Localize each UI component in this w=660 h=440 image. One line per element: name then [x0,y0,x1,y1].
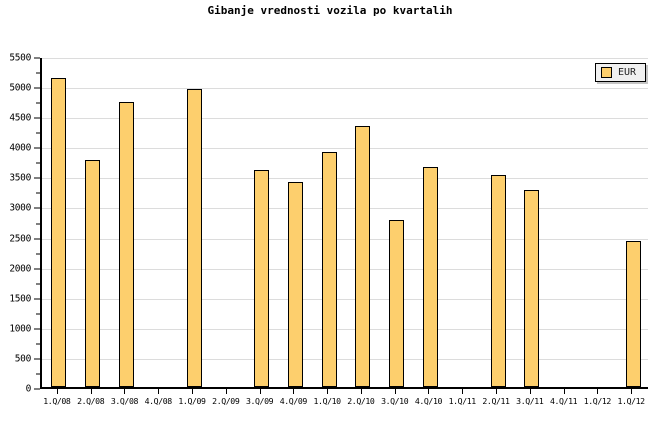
y-axis-minor-tick [36,132,40,134]
y-axis-label: 4000 [9,142,31,154]
gridline [42,58,648,59]
bar[interactable] [321,151,337,387]
y-axis-tick [34,207,40,209]
x-axis-label: 3.Q/11 [516,396,544,406]
bar[interactable] [490,175,506,387]
x-axis-label: 4.Q/08 [144,396,173,406]
x-axis-tick [124,389,126,394]
y-axis-label: 3000 [9,202,31,214]
y-axis-tick [34,117,40,119]
y-axis-minor-tick [36,72,40,74]
y-axis-label: 500 [14,353,32,365]
legend-swatch-eur [600,67,612,78]
x-axis-tick [225,389,227,394]
x-axis-label: 2.Q/10 [347,396,375,406]
y-axis-label: 2000 [9,263,31,275]
y-axis-tick [34,268,40,270]
x-axis-tick [56,389,58,394]
y-axis: 0 500 1000 1500 2000 2500 3000 3500 4000 4500 5000… [0,53,40,395]
y-axis-tick [34,388,40,390]
bar[interactable] [118,102,134,387]
y-axis-minor-tick [36,283,40,285]
x-axis-tick [158,389,160,394]
y-axis-minor-tick [36,162,40,164]
y-axis-tick [34,238,40,240]
y-axis-minor-tick [36,192,40,194]
bar[interactable] [355,125,371,387]
y-axis-label: 1000 [9,323,31,335]
chart-title: Gibanje vrednosti vozila po kvartalih [207,4,453,17]
bar[interactable] [85,159,101,387]
y-axis-minor-tick [36,253,40,255]
x-axis-tick [192,389,193,394]
y-axis-tick [34,358,40,360]
x-axis-label: 1.Q/08 [43,396,71,406]
x-axis: 1.Q/08 2.Q/08 3.Q/08 4.Q/08 1.Q/09 2.Q/09 3.Q/… [40,389,648,419]
y-axis-minor-tick [36,373,40,375]
x-axis-label: 2.Q/11 [482,396,510,406]
x-axis-label: 3.Q/08 [110,396,139,406]
y-axis-tick [34,87,40,89]
y-axis-label: 5500 [9,52,31,64]
y-axis-label: 5000 [9,82,31,94]
x-axis-tick [360,389,362,394]
x-axis-tick [597,389,599,394]
x-axis-label: 2.Q/08 [77,396,105,406]
y-axis-label: 2500 [9,233,31,245]
bar[interactable] [254,170,270,387]
x-axis-tick [293,389,295,394]
bar[interactable] [186,89,202,387]
x-axis-label: 4.Q/10 [414,396,443,406]
legend-label-eur: EUR [617,67,636,78]
y-axis-label: 4500 [9,112,31,124]
y-axis-label: 1500 [9,293,31,305]
x-axis-label: 1.Q/10 [313,396,342,406]
x-axis-label: 3.Q/09 [245,396,274,406]
x-axis-label: 1.Q/11 [448,396,477,406]
x-axis-label: 1.Q/09 [178,396,206,406]
y-axis-minor-tick [36,343,40,345]
x-axis-tick [90,389,92,394]
x-axis-tick [428,389,430,394]
x-axis-tick [327,389,329,394]
x-axis-tick [631,389,633,394]
x-axis-tick [259,389,261,394]
y-axis-tick [34,298,40,300]
bar[interactable] [51,77,67,387]
x-axis-label: 1.Q/12 [583,396,612,406]
y-axis-tick [34,147,40,149]
y-axis-label: 0 [25,383,32,395]
plot-area [40,58,648,389]
x-axis-label: 4.Q/11 [549,396,578,406]
gridline [42,88,648,90]
bar[interactable] [287,181,303,387]
bar[interactable] [422,167,438,387]
x-axis-tick [462,389,464,394]
bar[interactable] [389,219,405,387]
x-axis-tick [496,389,497,394]
bar[interactable] [625,240,641,387]
y-axis-label: 3500 [9,172,31,184]
y-axis-minor-tick [36,313,40,315]
y-axis-minor-tick [36,223,40,224]
y-axis-tick [34,57,40,59]
x-axis-tick [529,389,531,394]
x-axis-label: 1.Q/12 [617,396,646,406]
bar[interactable] [524,189,540,387]
y-axis-tick [34,177,40,179]
y-axis-tick [34,328,40,330]
x-axis-label: 2.Q/09 [212,396,240,406]
y-axis-minor-tick [36,102,40,104]
chart-legend: EUR [594,63,646,82]
x-axis-tick [394,389,396,394]
x-axis-tick [563,389,565,394]
x-axis-label: 4.Q/09 [279,396,308,406]
x-axis-label: 3.Q/10 [381,396,409,406]
